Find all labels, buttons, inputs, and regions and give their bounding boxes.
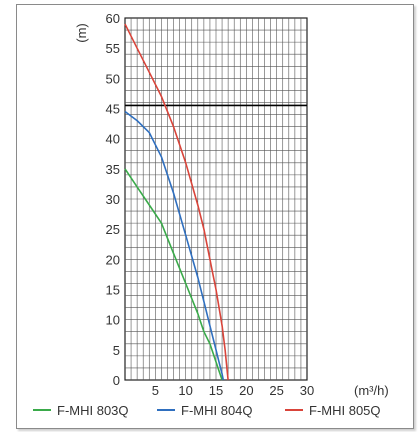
y-tick-label: 30 xyxy=(106,192,120,207)
y-tick-label: 20 xyxy=(106,252,120,267)
x-tick-label: 10 xyxy=(178,383,192,398)
series-line-1 xyxy=(124,168,223,381)
y-tick-label: 40 xyxy=(106,132,120,147)
legend-label-3: F-MHI 805Q xyxy=(309,403,381,418)
series-line-3 xyxy=(124,23,229,381)
x-tick-label: 25 xyxy=(269,383,283,398)
y-tick-label: 10 xyxy=(106,313,120,328)
series-line-2 xyxy=(124,110,225,381)
y-tick-label: 25 xyxy=(106,222,120,237)
y-tick-label: 15 xyxy=(106,283,120,298)
y-tick-label: 55 xyxy=(106,41,120,56)
chart-grid xyxy=(124,17,308,381)
y-tick-label: 60 xyxy=(106,11,120,26)
y-axis-label: (m) xyxy=(74,23,89,43)
y-tick-label: 35 xyxy=(106,162,120,177)
x-tick-label: 20 xyxy=(239,383,253,398)
x-tick-label: 5 xyxy=(152,383,159,398)
legend-label-1: F-MHI 803Q xyxy=(57,403,129,418)
legend: F-MHI 803Q F-MHI 804Q F-MHI 805Q xyxy=(33,403,381,418)
x-tick-label: 30 xyxy=(300,383,314,398)
legend-label-2: F-MHI 804Q xyxy=(181,403,253,418)
x-axis-label: (m³/h) xyxy=(354,383,389,398)
y-tick-label: 50 xyxy=(106,71,120,86)
y-tick-label: 45 xyxy=(106,102,120,117)
y-tick-label: 0 xyxy=(113,373,120,388)
x-tick-label: 15 xyxy=(209,383,223,398)
y-tick-label: 5 xyxy=(113,343,120,358)
